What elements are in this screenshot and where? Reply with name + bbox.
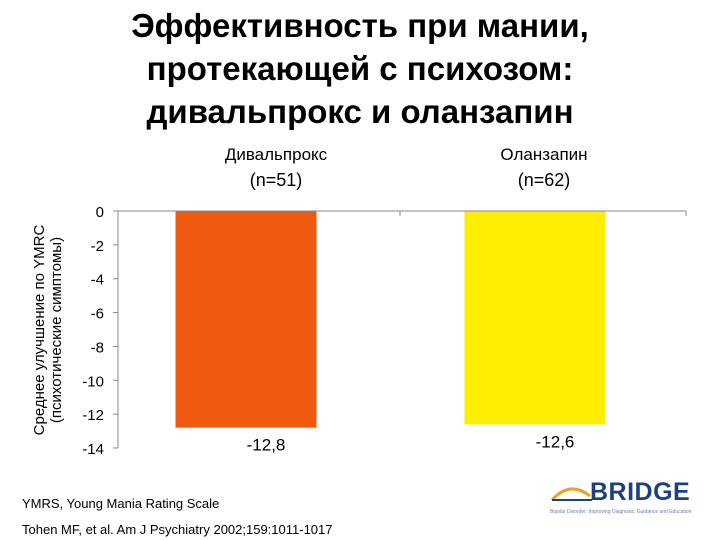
bar-data-label: -12,8 [247,436,286,455]
y-tick-label: -2 [91,238,104,255]
y-tick-label: 0 [96,204,104,221]
category-n: (n=51) [249,170,303,190]
category-name: Дивальпрокс [224,145,328,164]
y-tick-label: -14 [82,441,104,458]
bar-divalproex [175,211,317,428]
bar-data-label: -12,6 [536,432,575,451]
y-tick-label: -8 [91,339,104,356]
title-line-1: Эффективность при мании, [131,7,589,44]
category-name: Оланзапин [500,145,588,164]
footnote-reference: Tohen MF, et al. Am J Psychiatry 2002;15… [22,522,333,537]
logo-wordmark: BRIDGE [590,478,691,506]
bridge-logo-icon [550,487,592,502]
y-tick-label: -10 [82,373,104,390]
category-n: (n=62) [517,170,571,190]
title-line-3: дивальпрокс и оланзапин [146,93,574,130]
y-tick-label: -6 [91,306,104,323]
slide-title: Эффективность при мании, протекающей с п… [60,4,660,133]
footnote-abbreviation: YMRS, Young Mania Rating Scale [22,496,220,511]
title-line-2: протекающей с психозом: [146,50,574,87]
y-tick-label: -4 [91,272,104,289]
logo-tagline: Bipolar Disorder: Improving Diagnosis, G… [550,509,692,515]
category-label-divalproex: Дивальпрокс (n=51) [186,144,366,191]
bridge-logo: BRIDGE Bipolar Disorder: Improving Diagn… [550,478,710,528]
bar-olanzapine [464,211,606,425]
y-tick-label: -12 [82,407,104,424]
category-label-olanzapine: Оланзапин (n=62) [454,144,634,191]
